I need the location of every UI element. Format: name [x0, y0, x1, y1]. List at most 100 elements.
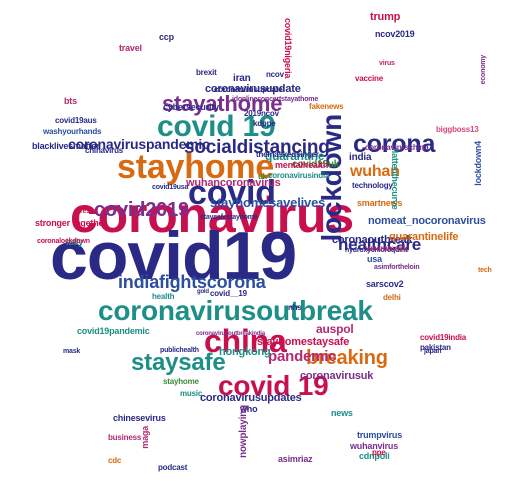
word-maga: maga: [140, 426, 150, 449]
word-business: business: [108, 433, 142, 442]
word-coronavirusupdates: coronavirusupdates: [200, 392, 302, 404]
word-coronalockdown: coronalockdown: [37, 238, 90, 245]
word-italy: italy: [66, 237, 84, 247]
word-ppe: ppe: [372, 448, 386, 457]
word-india: india: [349, 152, 372, 163]
word-quarantinelife: quarantinelife: [389, 231, 459, 243]
word-mentalhealth: mentalhealth: [275, 160, 329, 170]
word-covid19pandemic: covid19pandemic: [77, 326, 150, 336]
word-lockdown4: lockdown4: [473, 141, 483, 186]
word-stayhome-small: stayhome: [163, 377, 199, 386]
word-coronavirusindia: coronavirusindia: [268, 171, 330, 180]
word-flattenthecurve: flattenthecurve: [390, 148, 400, 210]
word-stayhomestaysafe: stayhomestaysafe: [257, 336, 350, 348]
word-coronavirusupdate: coronavirusupdate: [205, 83, 301, 95]
word-coronavirusoutbreakindia: coronavirusoutbreakindia: [196, 331, 265, 337]
word-japan: japan: [424, 348, 442, 355]
word-chinavirus: chinavirus: [85, 146, 124, 155]
word-healthcare: healthcare: [338, 235, 422, 254]
word-staysafestayhome: staysafestayhome: [200, 214, 258, 221]
word-covid: covid: [188, 174, 276, 212]
word-pandemic: pandemic: [268, 348, 337, 365]
word-nowplaying: nowplaying: [238, 405, 249, 459]
word-news: news: [331, 408, 353, 418]
word-coronaoutbreak: coronaoutbreak: [332, 234, 413, 246]
word-wuhanvirus: wuhanvirus: [350, 441, 399, 451]
word-chinesevirus: chinesevirus: [113, 413, 166, 423]
word-travel: travel: [119, 43, 142, 53]
word-resist: resist: [80, 208, 98, 215]
word-trump: trump: [370, 11, 401, 23]
word-publichealth: publichealth: [160, 347, 199, 354]
word-biggboss13: biggboss13: [436, 125, 479, 134]
word-ncov: ncov: [266, 70, 284, 79]
word-strongertogether: stronger together: [35, 218, 107, 228]
word-trumpvirus: trumpvirus: [357, 430, 403, 440]
word-smartnews: smartnews: [357, 198, 403, 208]
word-stayathome: stayathome: [162, 91, 283, 116]
word-auspol: auspol: [316, 322, 354, 336]
word-covid19aus: covid19aus: [55, 116, 97, 125]
word-wuhan: wuhan: [350, 163, 400, 180]
word-virus: virus: [379, 60, 395, 67]
word-iran: iran: [233, 73, 251, 84]
word-brexit: brexit: [196, 68, 217, 77]
word-coronavirusuk: coronavirusuk: [300, 370, 374, 382]
word-nhs: nhs: [288, 303, 302, 312]
word-themaskedsinger: themaskedsinger: [256, 150, 319, 159]
word-covid19nigeria: covid19nigeria: [283, 18, 293, 79]
word-covid19: covid19: [50, 218, 297, 294]
word-coronavirusoutbreak: coronavirusoutbreak: [98, 295, 373, 326]
word-asimfortheloin: asimfortheloin: [374, 264, 420, 271]
word-covid19india: covid19india: [420, 333, 467, 342]
word-fakenews: fakenews: [309, 102, 344, 111]
word-health: health: [152, 292, 175, 301]
word-china: china: [204, 323, 287, 359]
word-hongkong: hongkong: [219, 346, 271, 358]
word-staysafe: staysafe: [131, 349, 226, 376]
word-podcast: podcast: [158, 463, 188, 472]
word-kdppe: kdppe: [253, 119, 276, 128]
word-breaking: breaking: [306, 347, 388, 369]
word-wuhancoronavirus: wuhancoronavirus: [186, 177, 281, 189]
word-ccp: ccp: [159, 32, 174, 42]
word-blacklivesmatter: blacklivesmatter: [32, 141, 100, 151]
word-2019ncov: 2019ncov: [244, 109, 279, 118]
word-sarscov2: sarscov2: [366, 279, 404, 289]
word-mask: mask: [63, 348, 81, 355]
word-stayhomesavelives: stayhomesavelives: [210, 195, 326, 210]
word-covid-19-top: covid 19: [157, 110, 276, 143]
word-bts: bts: [64, 96, 77, 106]
word-technology: technology: [352, 181, 393, 190]
word-uk: uk: [258, 172, 267, 181]
word-corona: corona: [353, 130, 436, 158]
word-ncov2019: ncov2019: [375, 29, 415, 39]
word-covid-underscore-19: covid__19: [210, 289, 247, 298]
word-nomeat-nocoronavirus: nomeat_nocoronavirus: [368, 215, 486, 227]
word-stayhome: stayhome: [117, 148, 275, 186]
word-covid19uk: covid19uk: [292, 159, 340, 170]
word-tech: tech: [478, 267, 492, 274]
word-cdc: cdc: [108, 456, 122, 465]
word-quarantine: quarantine: [265, 149, 325, 163]
word-usa: usa: [367, 254, 382, 264]
word-music: music: [180, 389, 203, 398]
word-pakistan: pakistan: [420, 343, 451, 352]
word-economy: economy: [480, 55, 487, 85]
word-cybersecurity: cybersecurity: [163, 102, 219, 112]
word-cdnpoli: cdnpoli: [359, 451, 390, 461]
word-delhi: delhi: [383, 293, 401, 302]
word-wearamask: wearamask: [366, 244, 408, 253]
word-covid-19-bottom: covid 19: [218, 370, 329, 401]
word-coronavirusupdate-small: coronavirusupdate: [214, 85, 283, 94]
word-coronaviruschina: coronaviruschina: [365, 143, 429, 152]
word-who: who: [240, 404, 258, 414]
word-gold: gold: [197, 289, 209, 295]
word-idonlineconcertstayathome: idonlineconcertstayathome: [232, 96, 319, 103]
word-socialdistancing: socialdistancing: [184, 137, 330, 158]
word-indiafightscorona: indiafightscorona: [118, 272, 266, 292]
word-hydroxychloroquine: hydroxychloroquine: [345, 247, 409, 254]
word-covid19usa: covid19usa: [152, 184, 189, 191]
word-asimriaz: asimriaz: [278, 454, 313, 464]
